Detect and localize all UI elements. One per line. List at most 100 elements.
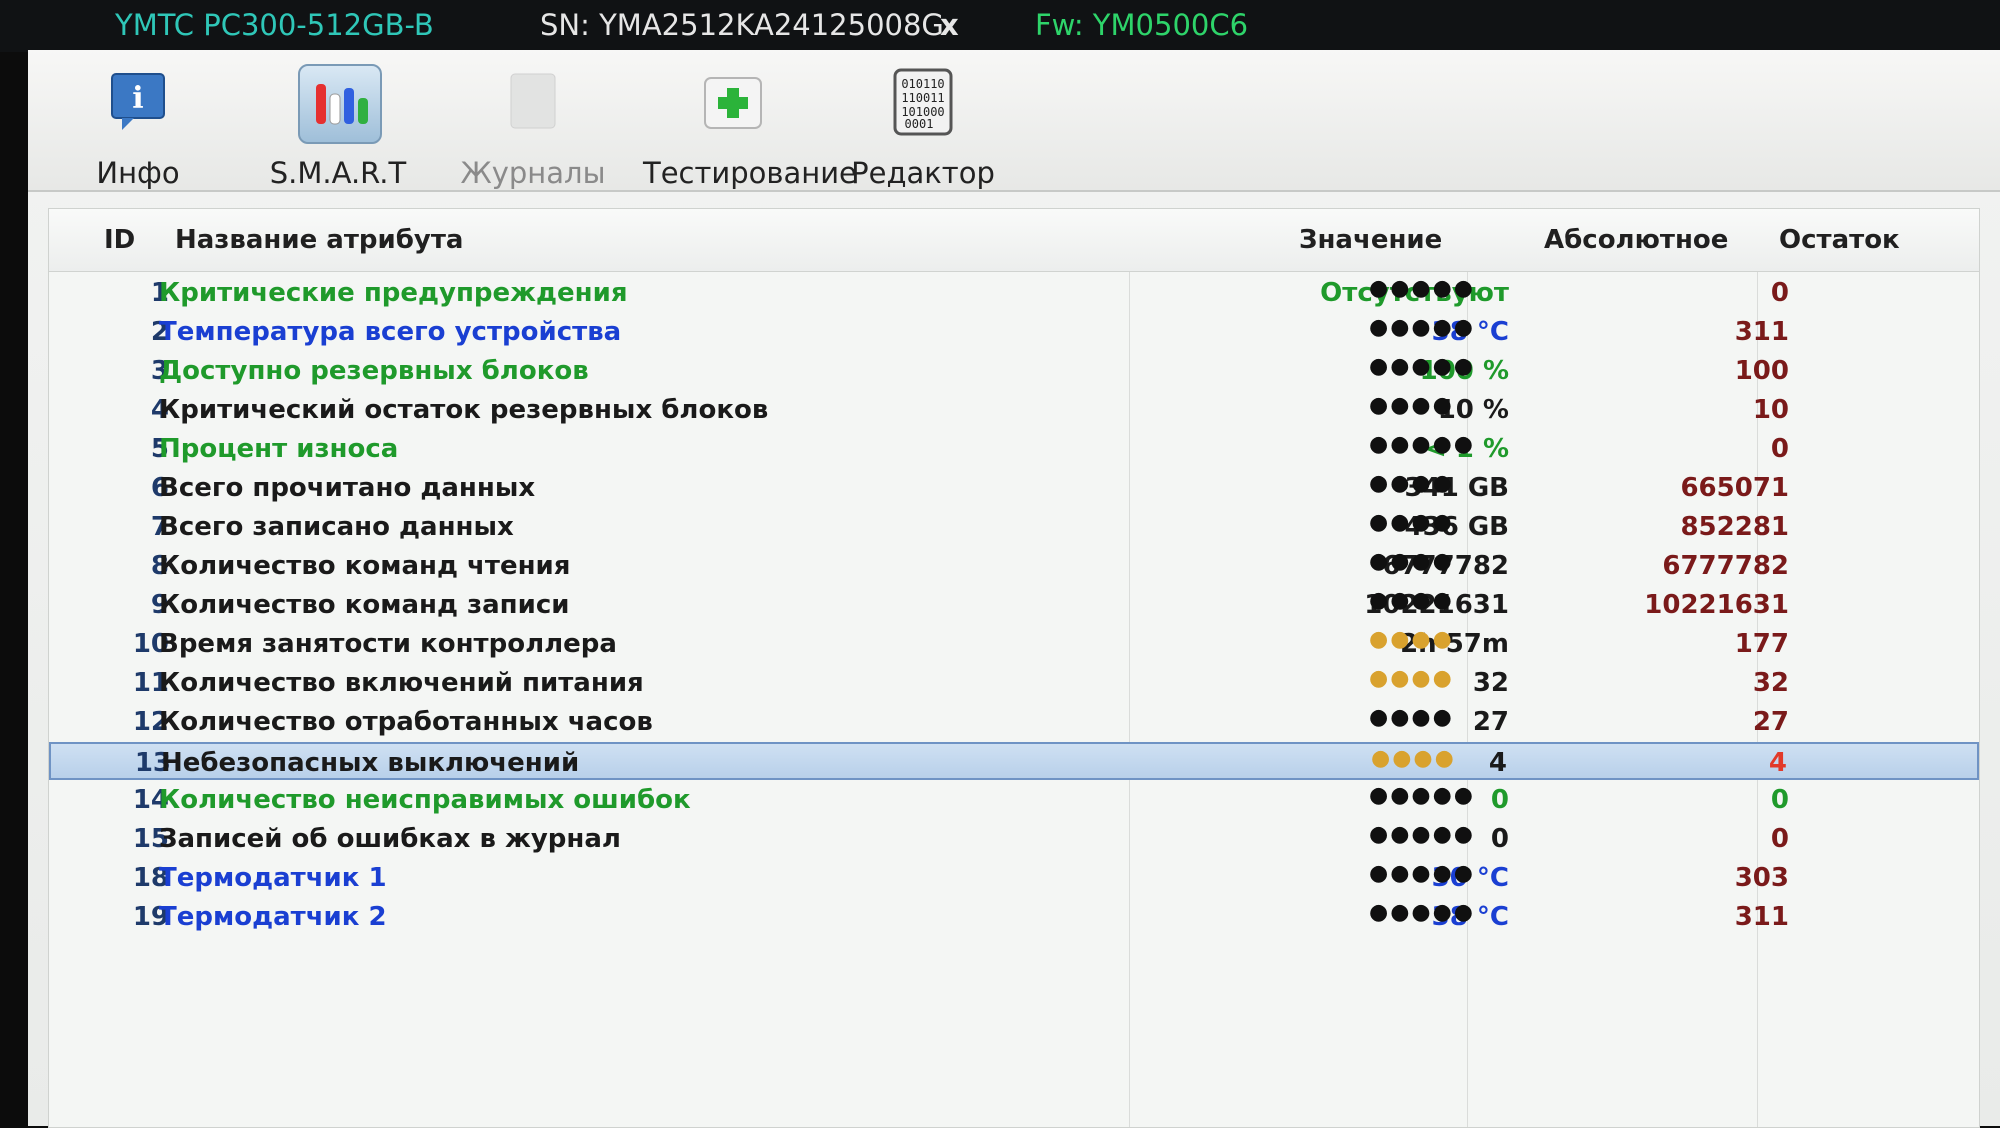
- row-value: 10221631: [1364, 590, 1509, 620]
- row-absolute: 32: [1752, 668, 1789, 698]
- svg-text:110011: 110011: [901, 91, 944, 105]
- table-row[interactable]: 1 Критические предупреждения Отсутствуют…: [49, 274, 1979, 312]
- row-id: 3: [150, 356, 169, 386]
- row-value: 38 °C: [1431, 902, 1509, 932]
- row-id: 2: [150, 317, 169, 347]
- editor-icon: 010110 110011 101000 0001: [883, 64, 963, 140]
- row-id: 12: [132, 707, 169, 737]
- row-absolute: 10221631: [1644, 590, 1789, 620]
- table-row[interactable]: 10 Время занятости контроллера 2h 57m 17…: [49, 625, 1979, 663]
- table-row-selected[interactable]: 13 Небезопасных выключений 4 4 ●●●●: [49, 742, 1979, 780]
- row-remainder: ●●●●●: [1369, 900, 1475, 925]
- row-value: 436 GB: [1404, 512, 1509, 542]
- row-absolute: 6777782: [1662, 551, 1789, 581]
- table-row[interactable]: 12 Количество отработанных часов 27 27 ●…: [49, 703, 1979, 741]
- row-absolute: 27: [1752, 707, 1789, 737]
- row-remainder: ●●●●: [1369, 471, 1454, 496]
- tab-testing[interactable]: Тестирование: [643, 60, 857, 190]
- row-name: Термодатчик 1: [159, 863, 387, 893]
- row-remainder: ●●●●: [1369, 510, 1454, 535]
- row-value: 10 %: [1437, 395, 1509, 425]
- row-remainder: ●●●●●: [1369, 861, 1475, 886]
- row-remainder: ●●●●: [1369, 549, 1454, 574]
- row-absolute: 303: [1734, 863, 1789, 893]
- row-id: 18: [132, 863, 169, 893]
- row-id: 15: [132, 824, 169, 854]
- row-name: Время занятости контроллера: [159, 629, 617, 659]
- drive-firmware: Fw: YM0500C6: [1035, 8, 1249, 42]
- row-remainder: ●●●●●: [1369, 822, 1475, 847]
- tab-logs[interactable]: Журналы: [443, 60, 623, 190]
- table-row[interactable]: 7 Всего записано данных 436 GB 852281 ●●…: [49, 508, 1979, 546]
- row-name: Процент износа: [159, 434, 399, 464]
- row-remainder: ●●●●: [1371, 746, 1456, 771]
- row-value: 4: [1488, 748, 1507, 778]
- table-row[interactable]: 15 Записей об ошибках в журнал 0 0 ●●●●●: [49, 820, 1979, 858]
- table-row[interactable]: 2 Температура всего устройства 38 °C 311…: [49, 313, 1979, 351]
- row-absolute: 311: [1734, 317, 1789, 347]
- column-header-value[interactable]: Значение: [1299, 225, 1443, 255]
- smart-icon: [298, 64, 382, 144]
- row-value: 6777782: [1382, 551, 1509, 581]
- row-value: 0: [1490, 824, 1509, 854]
- table-header: ID Название атрибута Значение Абсолютное…: [49, 209, 1979, 272]
- column-divider: [1129, 209, 1130, 1127]
- row-absolute: 100: [1734, 356, 1789, 386]
- column-header-name[interactable]: Название атрибута: [175, 225, 464, 255]
- row-remainder: ●●●●●: [1369, 315, 1475, 340]
- tab-logs-label: Журналы: [460, 156, 606, 190]
- row-name: Количество команд чтения: [159, 551, 571, 581]
- tab-editor[interactable]: 010110 110011 101000 0001 Редактор: [833, 60, 1013, 190]
- tab-info[interactable]: i Инфо: [48, 60, 228, 190]
- row-absolute: 311: [1734, 902, 1789, 932]
- row-id: 4: [150, 395, 169, 425]
- column-divider: [1757, 209, 1758, 1127]
- row-id: 5: [150, 434, 169, 464]
- svg-text:101000: 101000: [901, 105, 944, 119]
- table-row[interactable]: 4 Критический остаток резервных блоков 1…: [49, 391, 1979, 429]
- table-row[interactable]: 11 Количество включений питания 32 32 ●●…: [49, 664, 1979, 702]
- row-remainder: ●●●●●: [1369, 276, 1475, 301]
- row-value: 38 °C: [1431, 317, 1509, 347]
- row-name: Всего прочитано данных: [159, 473, 536, 503]
- table-row[interactable]: 3 Доступно резервных блоков 100 % 100 ●●…: [49, 352, 1979, 390]
- column-header-id[interactable]: ID: [104, 225, 136, 255]
- smart-table: ID Название атрибута Значение Абсолютное…: [48, 208, 1980, 1128]
- column-header-absolute[interactable]: Абсолютное: [1544, 225, 1729, 255]
- column-header-remainder[interactable]: Остаток: [1779, 225, 1900, 255]
- table-row[interactable]: 8 Количество команд чтения 6777782 67777…: [49, 547, 1979, 585]
- tab-info-label: Инфо: [96, 156, 180, 190]
- table-row[interactable]: 5 Процент износа < 1 % 0 ●●●●●: [49, 430, 1979, 468]
- row-absolute: 0: [1770, 785, 1789, 815]
- table-row[interactable]: 14 Количество неисправимых ошибок 0 0 ●●…: [49, 781, 1979, 819]
- row-absolute: 665071: [1680, 473, 1789, 503]
- row-remainder: ●●●●: [1369, 705, 1454, 730]
- row-id: 19: [132, 902, 169, 932]
- svg-text:0001: 0001: [905, 117, 934, 131]
- table-row[interactable]: 6 Всего прочитано данных 341 GB 665071 ●…: [49, 469, 1979, 507]
- row-value: 2h 57m: [1400, 629, 1509, 659]
- column-divider: [1467, 209, 1468, 1127]
- close-drive-button[interactable]: x: [940, 8, 959, 42]
- tab-smart-label: S.M.A.R.T: [269, 156, 407, 190]
- table-row[interactable]: 18 Термодатчик 1 30 °C 303 ●●●●●: [49, 859, 1979, 897]
- device-header-bar: YMTC PC300-512GB-B SN: YMA2512KA24125008…: [0, 0, 2000, 52]
- row-absolute: 177: [1734, 629, 1789, 659]
- row-id: 9: [150, 590, 169, 620]
- row-name: Доступно резервных блоков: [159, 356, 589, 386]
- row-id: 7: [150, 512, 169, 542]
- row-name: Количество отработанных часов: [159, 707, 653, 737]
- test-icon: [693, 64, 773, 140]
- row-name: Записей об ошибках в журнал: [159, 824, 621, 854]
- row-remainder: ●●●●●: [1369, 354, 1475, 379]
- tab-smart[interactable]: S.M.A.R.T: [248, 60, 428, 190]
- logs-icon: [493, 64, 573, 140]
- row-remainder: ●●●●●: [1369, 783, 1475, 808]
- row-remainder: ●●●●●: [1369, 432, 1475, 457]
- row-remainder: ●●●●: [1369, 666, 1454, 691]
- row-name: Небезопасных выключений: [161, 748, 580, 778]
- svg-text:i: i: [132, 81, 143, 116]
- table-row[interactable]: 9 Количество команд записи 10221631 1022…: [49, 586, 1979, 624]
- row-name: Критические предупреждения: [159, 278, 628, 308]
- table-row[interactable]: 19 Термодатчик 2 38 °C 311 ●●●●●: [49, 898, 1979, 936]
